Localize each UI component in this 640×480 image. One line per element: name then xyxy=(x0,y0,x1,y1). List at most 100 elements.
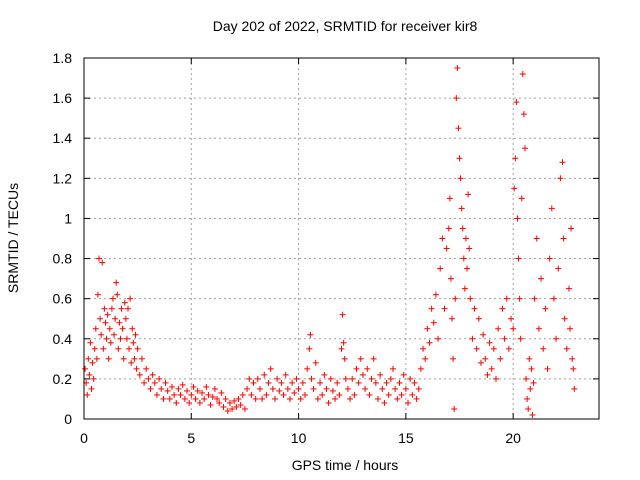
data-point xyxy=(521,145,528,152)
data-point xyxy=(499,305,506,312)
data-point xyxy=(99,259,106,266)
data-point xyxy=(293,375,300,382)
data-point xyxy=(327,375,334,382)
data-point xyxy=(355,379,362,386)
data-point xyxy=(211,385,218,392)
data-point xyxy=(400,371,407,378)
data-point xyxy=(92,325,99,332)
data-point xyxy=(233,403,240,410)
data-point xyxy=(287,395,293,402)
y-tick-label: 1.2 xyxy=(53,170,73,186)
data-point xyxy=(437,265,444,272)
y-tick-label: 0.2 xyxy=(53,371,73,387)
y-tick-labels: 0 0.2 0.4 0.6 0.8 1 1.2 1.4 1.6 1.8 xyxy=(53,50,73,427)
data-point xyxy=(428,305,435,312)
y-tick-label: 0.4 xyxy=(53,331,73,347)
data-point xyxy=(98,331,105,338)
data-point xyxy=(473,345,480,352)
data-point xyxy=(220,403,227,410)
data-point xyxy=(480,331,487,338)
plot-frame xyxy=(83,57,600,420)
data-point xyxy=(432,291,439,298)
data-point xyxy=(97,315,104,322)
data-point xyxy=(325,399,332,406)
x-tick-labels: 0 5 10 15 20 xyxy=(80,430,521,446)
data-point xyxy=(445,225,452,232)
data-point xyxy=(538,275,545,282)
x-tick-label: 0 xyxy=(80,430,88,446)
data-point xyxy=(284,385,291,392)
data-point xyxy=(314,395,321,402)
data-point xyxy=(515,255,522,262)
data-point xyxy=(517,335,524,342)
data-point xyxy=(141,379,148,386)
data-point xyxy=(209,393,216,400)
y-axis-label: SRMTID / TECUs xyxy=(5,183,21,293)
data-point xyxy=(338,345,345,352)
data-point xyxy=(321,371,328,378)
y-tick-label: 1.8 xyxy=(53,50,73,66)
data-point xyxy=(201,395,208,402)
data-point xyxy=(435,335,442,342)
data-point xyxy=(329,387,336,394)
data-point xyxy=(136,371,143,378)
data-point xyxy=(115,345,122,352)
data-point xyxy=(477,359,484,366)
data-point xyxy=(244,385,251,392)
data-point xyxy=(497,355,504,362)
data-point xyxy=(390,365,396,372)
data-point xyxy=(263,391,270,398)
data-point xyxy=(299,379,306,386)
data-point xyxy=(542,305,549,312)
data-point xyxy=(449,315,456,322)
data-point xyxy=(525,405,532,412)
data-point xyxy=(267,365,274,372)
data-point xyxy=(559,159,566,166)
data-point xyxy=(254,375,261,382)
data-point xyxy=(190,383,197,390)
data-point xyxy=(171,391,178,398)
data-point xyxy=(544,365,551,372)
data-point xyxy=(533,235,540,242)
data-point xyxy=(454,65,461,72)
data-point xyxy=(282,371,289,378)
data-point xyxy=(145,375,152,382)
data-point xyxy=(304,365,311,372)
data-point xyxy=(153,391,160,398)
data-point xyxy=(151,379,158,386)
data-point xyxy=(413,395,420,402)
x-tick-label: 15 xyxy=(398,430,414,446)
chart-title: Day 202 of 2022, SRMTID for receiver kir… xyxy=(213,18,478,34)
data-point xyxy=(166,395,173,402)
data-point xyxy=(471,305,478,312)
data-point xyxy=(276,387,283,394)
data-point xyxy=(196,399,203,406)
data-point xyxy=(441,305,448,312)
data-point xyxy=(450,355,457,362)
data-point xyxy=(218,389,225,396)
data-point xyxy=(424,325,431,332)
x-tick-label: 5 xyxy=(187,430,195,446)
data-point xyxy=(405,399,412,406)
data-point xyxy=(340,339,347,346)
data-point xyxy=(261,371,268,378)
data-point xyxy=(332,395,339,402)
data-point xyxy=(339,311,346,318)
data-point xyxy=(513,99,520,106)
data-point xyxy=(364,365,371,372)
data-point xyxy=(461,285,468,292)
data-point xyxy=(112,315,119,322)
data-point xyxy=(216,399,223,406)
data-point xyxy=(224,407,231,414)
data-point xyxy=(118,305,125,312)
data-point xyxy=(269,385,276,392)
data-point xyxy=(122,315,129,322)
data-point xyxy=(143,365,150,372)
data-point xyxy=(383,379,390,386)
data-point xyxy=(439,235,446,242)
data-point xyxy=(100,345,107,352)
data-point xyxy=(308,375,315,382)
data-point xyxy=(366,391,373,398)
data-point xyxy=(565,285,572,292)
